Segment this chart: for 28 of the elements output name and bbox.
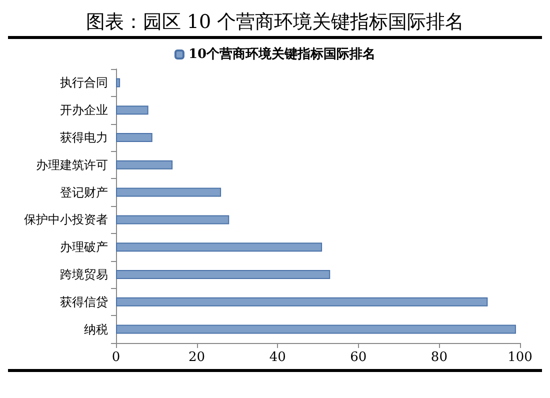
y-tick-label: 办理破产 xyxy=(60,240,108,254)
bar xyxy=(116,160,173,170)
bar xyxy=(116,188,222,197)
y-tick-label: 保护中小投资者 xyxy=(24,212,108,227)
y-tick-label: 开办企业 xyxy=(60,103,108,118)
chart-title: 图表：园区 10 个营商环境关键指标国际排名 xyxy=(8,8,542,39)
bar xyxy=(116,270,330,279)
y-tick-label: 登记财产 xyxy=(60,185,108,200)
x-tick-label: 80 xyxy=(430,350,448,365)
bar xyxy=(116,297,488,306)
x-tick-label: 0 xyxy=(112,350,120,365)
legend-label: 10个营商环境关键指标国际排名 xyxy=(188,46,376,62)
bar xyxy=(116,242,322,252)
x-tick-label: 60 xyxy=(350,350,367,365)
y-tick-label: 纳税 xyxy=(84,322,108,336)
x-tick-label: 100 xyxy=(508,350,532,365)
y-tick-label: 跨境贸易 xyxy=(60,268,108,282)
x-tick-label: 40 xyxy=(269,350,286,365)
bar xyxy=(116,215,230,224)
x-tick-label: 20 xyxy=(188,350,206,365)
y-tick-label: 获得信贷 xyxy=(60,294,108,309)
bar xyxy=(116,324,516,334)
bar xyxy=(116,133,152,142)
bar xyxy=(116,78,120,88)
y-tick-label: 获得电力 xyxy=(60,130,108,144)
bar xyxy=(116,106,148,115)
y-tick-label: 办理建筑许可 xyxy=(36,158,108,172)
y-tick-label: 执行合同 xyxy=(60,76,108,90)
